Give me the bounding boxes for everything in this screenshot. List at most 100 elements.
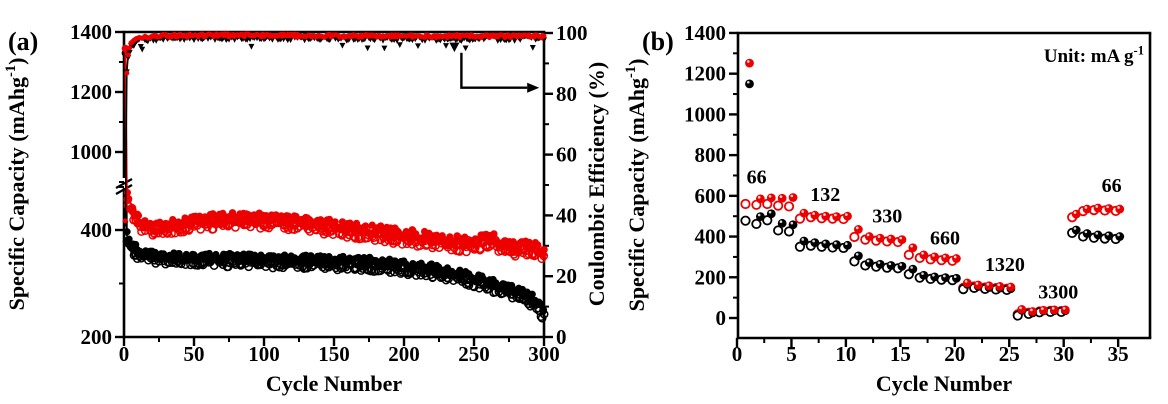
triangle-down-marker: [396, 42, 403, 48]
marker-highlight: [1106, 232, 1109, 236]
x-axis-title-a: Cycle Number: [266, 371, 402, 396]
filled-marker: [995, 282, 1005, 291]
efficiency-red-marker: [127, 45, 133, 51]
marker-highlight: [888, 236, 892, 239]
filled-marker: [799, 208, 809, 218]
marker-highlight: [1051, 306, 1055, 310]
filled-marker: [919, 250, 929, 260]
marker-highlight: [910, 266, 913, 269]
rate-label: 1320: [985, 254, 1025, 276]
marker-highlight: [757, 213, 761, 217]
unit-note: Unit: mA g-1: [1044, 43, 1144, 67]
open-marker: [783, 201, 795, 212]
axes-b: 0 5 10 15 20 25 30 35 0 200 400 600 800 1000 1200 1400: [684, 21, 1152, 366]
marker-highlight: [746, 80, 750, 84]
marker-highlight: [845, 213, 848, 216]
marker-highlight: [877, 261, 881, 264]
rate-label: 132: [810, 184, 840, 206]
axis-break-mark: [115, 184, 133, 195]
y-tick-label: 200: [695, 265, 727, 289]
filled-marker: [897, 235, 907, 245]
marker-highlight: [779, 195, 783, 198]
x-tick-label: 5: [786, 342, 797, 366]
filled-marker: [886, 234, 896, 244]
filled-marker: [745, 79, 754, 89]
marker-highlight: [975, 282, 979, 285]
x-tick-label: 30: [1053, 342, 1074, 366]
marker-highlight: [834, 213, 837, 217]
filled-marker: [875, 259, 885, 269]
efficiency-red-marker: [122, 218, 128, 224]
rate-label: 66: [747, 167, 767, 189]
open-marker: [783, 226, 795, 237]
efficiency-red-marker: [541, 33, 547, 39]
marker-highlight: [877, 235, 881, 238]
rate-label: 66: [1102, 175, 1122, 197]
filled-marker: [897, 261, 907, 271]
y-tick-label: 600: [695, 184, 727, 208]
marker-highlight: [1084, 230, 1088, 234]
marker-highlight: [834, 241, 837, 245]
y-right-tick-label: 60: [556, 143, 577, 167]
elbow-arrow-line: [460, 52, 528, 89]
filled-marker: [1115, 204, 1125, 214]
marker-highlight: [932, 273, 935, 277]
axes-a: 0 50 100 150 200 250 300 200 400 1000 1200 1400 0 20 4…: [70, 20, 588, 366]
x-axis-title-b: Cycle Number: [876, 371, 1012, 396]
triangle-down-marker: [415, 43, 421, 50]
marker-highlight: [812, 239, 815, 243]
panel-a-label: (a): [8, 27, 38, 56]
open-marker: [773, 225, 784, 236]
filled-marker: [821, 211, 831, 221]
filled-marker: [1050, 305, 1059, 315]
filled-marker: [777, 193, 787, 203]
marker-highlight: [943, 274, 946, 278]
filled-marker: [1028, 307, 1038, 316]
filled-marker: [766, 209, 776, 219]
filled-marker: [1104, 204, 1114, 213]
marker-highlight: [866, 233, 870, 237]
open-marker: [762, 215, 773, 226]
marker-highlight: [845, 242, 848, 246]
filled-marker: [810, 238, 820, 248]
filled-marker: [832, 212, 842, 222]
triangle-down-marker: [443, 43, 449, 49]
y-tick-label: 400: [695, 225, 727, 249]
filled-capacity-marker: [141, 217, 149, 225]
marker-highlight: [910, 244, 913, 248]
efficiency-red-marker: [124, 70, 130, 76]
marker-highlight: [746, 60, 750, 63]
y-right-tick-label: 80: [556, 82, 577, 106]
marker-highlight: [921, 251, 924, 255]
filled-marker: [941, 273, 950, 283]
filled-marker: [1082, 229, 1092, 238]
efficiency-line: [124, 34, 545, 222]
filled-marker: [908, 243, 918, 253]
triangle-down-marker: [381, 45, 388, 52]
open-capacity-marker: [464, 281, 474, 290]
x-tick-label: 150: [318, 342, 350, 366]
arrow-head: [527, 82, 540, 93]
filled-marker: [864, 232, 874, 241]
marker-highlight: [1117, 206, 1120, 209]
filled-capacity-marker: [490, 230, 498, 238]
filled-marker: [952, 254, 961, 263]
filled-capacity-marker: [123, 228, 131, 236]
open-marker: [773, 200, 784, 211]
triangle-down-marker: [449, 42, 460, 53]
marker-highlight: [964, 280, 968, 283]
rate-label: 330: [872, 206, 902, 228]
filled-marker: [919, 270, 929, 280]
marker-highlight: [823, 240, 826, 244]
marker-highlight: [768, 194, 772, 198]
y-left-tick-label: 1000: [70, 140, 112, 164]
open-capacity-marker: [167, 229, 176, 238]
open-marker: [751, 218, 762, 230]
filled-marker: [941, 253, 950, 263]
rate-label: 3300: [1038, 281, 1078, 303]
marker-highlight: [812, 212, 815, 215]
filled-marker: [843, 240, 852, 250]
marker-highlight: [888, 262, 892, 266]
filled-capacity-marker: [537, 300, 545, 308]
filled-marker: [1006, 282, 1016, 292]
